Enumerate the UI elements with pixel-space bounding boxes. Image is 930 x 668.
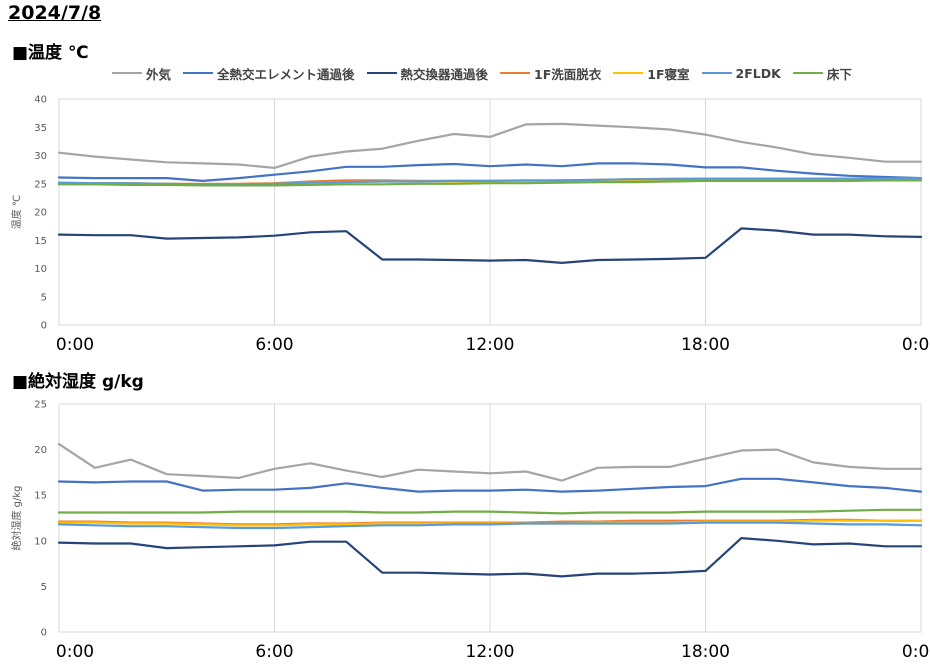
x-tick-label: 0:00 [56, 335, 94, 355]
y-tick-label: 15 [34, 236, 47, 247]
y-tick-label: 35 [34, 123, 47, 134]
legend-label: 2FLDK [735, 65, 781, 81]
series-line [57, 443, 923, 482]
series-line [57, 508, 923, 515]
x-tick-label: 12:00 [466, 335, 515, 355]
legend-item: 外気 [112, 64, 171, 83]
legend-item: 1F洗面脱衣 [500, 64, 601, 83]
y-tick-label: 10 [34, 536, 47, 547]
y-tick-label: 20 [34, 208, 47, 219]
y-tick-label: 25 [34, 179, 47, 190]
legend-swatch [792, 72, 823, 74]
legend-label: 1F洗面脱衣 [534, 66, 602, 82]
legend-item: 2FLDK [701, 65, 781, 81]
series-line [57, 227, 923, 264]
y-axis-label: 絶対湿度 g/kg [10, 485, 23, 550]
legend-label: 床下 [826, 66, 852, 82]
y-tick-label: 10 [34, 264, 47, 275]
legend-label: 全熱交エレメント通過後 [217, 66, 355, 82]
y-tick-label: 0 [41, 321, 47, 332]
x-tick-label: 6:00 [255, 335, 293, 355]
y-tick-label: 30 [34, 151, 47, 162]
legend-label: 熱交換器通過後 [400, 66, 489, 82]
legend-swatch [183, 72, 214, 74]
series-line [57, 162, 923, 182]
legend-item: 床下 [792, 64, 852, 83]
series-line [57, 179, 923, 187]
legend-item: 1F寝室 [613, 64, 690, 83]
temperature-chart-title: ■温度 ℃ [12, 43, 89, 63]
legend-swatch [112, 72, 142, 74]
x-tick-label: 0:00 [902, 335, 930, 355]
humidity-chart-title: ■絶対湿度 g/kg [12, 372, 144, 392]
y-tick-label: 25 [34, 400, 47, 411]
y-tick-label: 0 [41, 628, 47, 639]
series-line [57, 122, 923, 169]
x-tick-label: 6:00 [255, 642, 293, 662]
x-tick-label: 0:00 [56, 642, 94, 662]
legend-item: 熱交換器通過後 [366, 64, 489, 83]
legend-label: 外気 [146, 66, 172, 82]
x-tick-label: 0:00 [902, 642, 930, 662]
x-tick-label: 18:00 [681, 642, 730, 662]
x-tick-label: 18:00 [681, 335, 730, 355]
y-tick-label: 15 [34, 491, 47, 502]
legend-swatch [500, 72, 531, 74]
report-date: 2024/7/8 [8, 2, 102, 24]
x-tick-label: 12:00 [466, 642, 515, 662]
legend-swatch [366, 72, 397, 74]
y-tick-label: 5 [41, 582, 47, 593]
series-line [57, 521, 923, 530]
temperature-chart: 0:00 6:00 12:00 18:00 0:00 0 5 10 15 20 25 30 35 40 温度… [10, 95, 930, 356]
legend-label: 1F寝室 [647, 66, 690, 82]
y-tick-label: 5 [41, 292, 47, 303]
y-tick-label: 40 [34, 95, 47, 106]
legend: 外気 全熱交エレメント通過後 熱交換器通過後 1F洗面脱衣 1F寝室 2FLDK 床下 [112, 64, 864, 82]
y-tick-label: 20 [34, 445, 47, 456]
y-axis-label: 温度 ℃ [10, 195, 23, 229]
series-line [57, 477, 923, 493]
legend-swatch [701, 72, 732, 74]
legend-swatch [613, 72, 644, 74]
legend-item: 全熱交エレメント通過後 [183, 64, 355, 83]
series-line [57, 536, 923, 578]
